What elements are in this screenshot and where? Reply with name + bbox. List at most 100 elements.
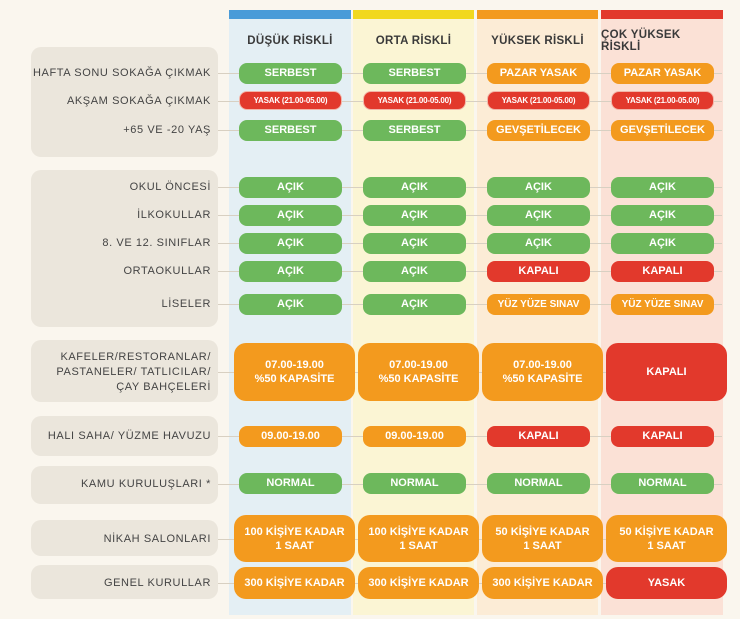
status-box-line: 50 KİŞİYE KADAR (619, 525, 714, 538)
status-pill: AÇIK (239, 205, 342, 226)
status-pill: AÇIK (611, 233, 714, 254)
status-pill: AÇIK (239, 177, 342, 198)
row-label-middle-school: ORTAOKULLAR (123, 265, 211, 277)
row-line (218, 73, 722, 74)
status-box-line: %50 KAPASİTE (502, 373, 583, 385)
status-pill: YASAK (21.00-05.00) (239, 91, 342, 110)
row-line (218, 271, 722, 272)
group-sports (31, 416, 218, 456)
status-pill: AÇIK (611, 205, 714, 226)
row-label-sports: HALI SAHA/ YÜZME HAVUZU (47, 430, 211, 442)
status-box-line: 300 KİŞİYE KADAR (244, 577, 345, 589)
status-pill: 09.00-19.00 (363, 426, 466, 447)
row-label-weekend: HAFTA SONU SOKAĞA ÇIKMAK (32, 67, 211, 79)
row-line (218, 187, 722, 188)
status-box-line: 07.00-19.00 (389, 359, 448, 371)
status-box: YASAK (606, 567, 727, 599)
status-pill: AÇIK (487, 205, 590, 226)
status-pill: YASAK (21.00-05.00) (487, 91, 590, 110)
status-box: 300 KİŞİYE KADAR (234, 567, 355, 599)
status-pill: YÜZ YÜZE SINAV (487, 294, 590, 315)
status-box-line: 07.00-19.00 (265, 359, 324, 371)
status-box-line: 1 SAAT (399, 539, 438, 552)
row-label-public: KAMU KURULUŞLARI * (81, 478, 211, 490)
row-line (218, 436, 722, 437)
status-pill: GEVŞETİLECEK (611, 120, 714, 141)
status-pill: AÇIK (239, 233, 342, 254)
status-box-line: 1 SAAT (275, 539, 314, 552)
column-bar-medium (353, 10, 474, 19)
column-header-very-high: ÇOK YÜKSEK RİSKLİ (601, 29, 681, 53)
status-pill: AÇIK (363, 205, 466, 226)
status-box-line: 50 KİŞİYE KADAR (495, 525, 590, 538)
status-pill: NORMAL (487, 473, 590, 494)
status-box: 100 KİŞİYE KADAR 1 SAAT (358, 515, 479, 562)
status-box-line: 1 SAAT (523, 539, 562, 552)
group-curfew (31, 47, 218, 157)
row-line (218, 243, 722, 244)
row-label-grades-8-12: 8. VE 12. SINIFLAR (102, 237, 211, 249)
status-pill: YÜZ YÜZE SINAV (611, 294, 714, 315)
status-pill: AÇIK (611, 177, 714, 198)
status-pill: SERBEST (363, 120, 466, 141)
status-box-line: YASAK (647, 577, 686, 589)
row-line (218, 130, 722, 131)
row-label-age: +65 VE -20 YAŞ (123, 124, 211, 136)
row-line (218, 304, 722, 305)
status-box: KAPALI (606, 343, 727, 401)
status-box: 50 KİŞİYE KADAR 1 SAAT (606, 515, 727, 562)
status-pill: YASAK (21.00-05.00) (611, 91, 714, 110)
status-box-line: 100 KİŞİYE KADAR (244, 525, 345, 538)
column-header-low: DÜŞÜK RİSKLİ (247, 35, 333, 47)
status-pill: SERBEST (239, 120, 342, 141)
column-header-medium: ORTA RİSKLİ (375, 35, 452, 47)
group-wedding (31, 520, 218, 556)
status-pill: KAPALI (487, 261, 590, 282)
status-box-line: 300 KİŞİYE KADAR (368, 577, 469, 589)
status-pill: SERBEST (363, 63, 466, 84)
status-pill: KAPALI (611, 261, 714, 282)
row-label-line: KAFELER/RESTORANLAR/ (60, 350, 211, 363)
row-line (218, 101, 722, 102)
status-pill: AÇIK (487, 233, 590, 254)
row-line (218, 215, 722, 216)
column-bar-very-high (601, 10, 723, 19)
status-box-line: %50 KAPASİTE (378, 373, 459, 385)
status-box: 07.00-19.00 %50 KAPASİTE (358, 343, 479, 401)
status-pill: NORMAL (363, 473, 466, 494)
status-box-line: 300 KİŞİYE KADAR (492, 577, 593, 589)
status-pill: 09.00-19.00 (239, 426, 342, 447)
status-box: 100 KİŞİYE KADAR 1 SAAT (234, 515, 355, 562)
row-label-preschool: OKUL ÖNCESİ (129, 181, 211, 193)
status-pill: KAPALI (487, 426, 590, 447)
status-pill: YASAK (21.00-05.00) (363, 91, 466, 110)
group-assembly (31, 565, 218, 599)
status-pill: PAZAR YASAK (611, 63, 714, 84)
status-box: 50 KİŞİYE KADAR 1 SAAT (482, 515, 603, 562)
column-header-high: YÜKSEK RİSKLİ (491, 35, 584, 47)
row-label-cafes: KAFELER/RESTORANLAR/ PASTANELER/ TATLICI… (31, 348, 211, 396)
status-pill: AÇIK (363, 294, 466, 315)
status-pill: AÇIK (363, 177, 466, 198)
group-public (31, 466, 218, 504)
status-box-line: KAPALI (646, 366, 687, 378)
status-pill: GEVŞETİLECEK (487, 120, 590, 141)
row-label-primary: İLKOKULLAR (137, 209, 211, 221)
status-pill: NORMAL (611, 473, 714, 494)
status-pill: SERBEST (239, 63, 342, 84)
status-pill: AÇIK (363, 261, 466, 282)
column-bar-low (229, 10, 351, 19)
status-pill: NORMAL (239, 473, 342, 494)
row-label-assembly: GENEL KURULLAR (103, 577, 211, 589)
status-box: 300 KİŞİYE KADAR (482, 567, 603, 599)
row-line (218, 484, 722, 485)
status-box-line: 1 SAAT (647, 539, 686, 552)
row-label-line: ÇAY BAHÇELERİ (116, 380, 211, 393)
status-box-line: 07.00-19.00 (513, 359, 572, 371)
group-schools (31, 170, 218, 327)
column-bar-high (477, 10, 598, 19)
group-cafes (31, 340, 218, 402)
status-pill: AÇIK (239, 261, 342, 282)
status-pill: AÇIK (239, 294, 342, 315)
status-pill: PAZAR YASAK (487, 63, 590, 84)
